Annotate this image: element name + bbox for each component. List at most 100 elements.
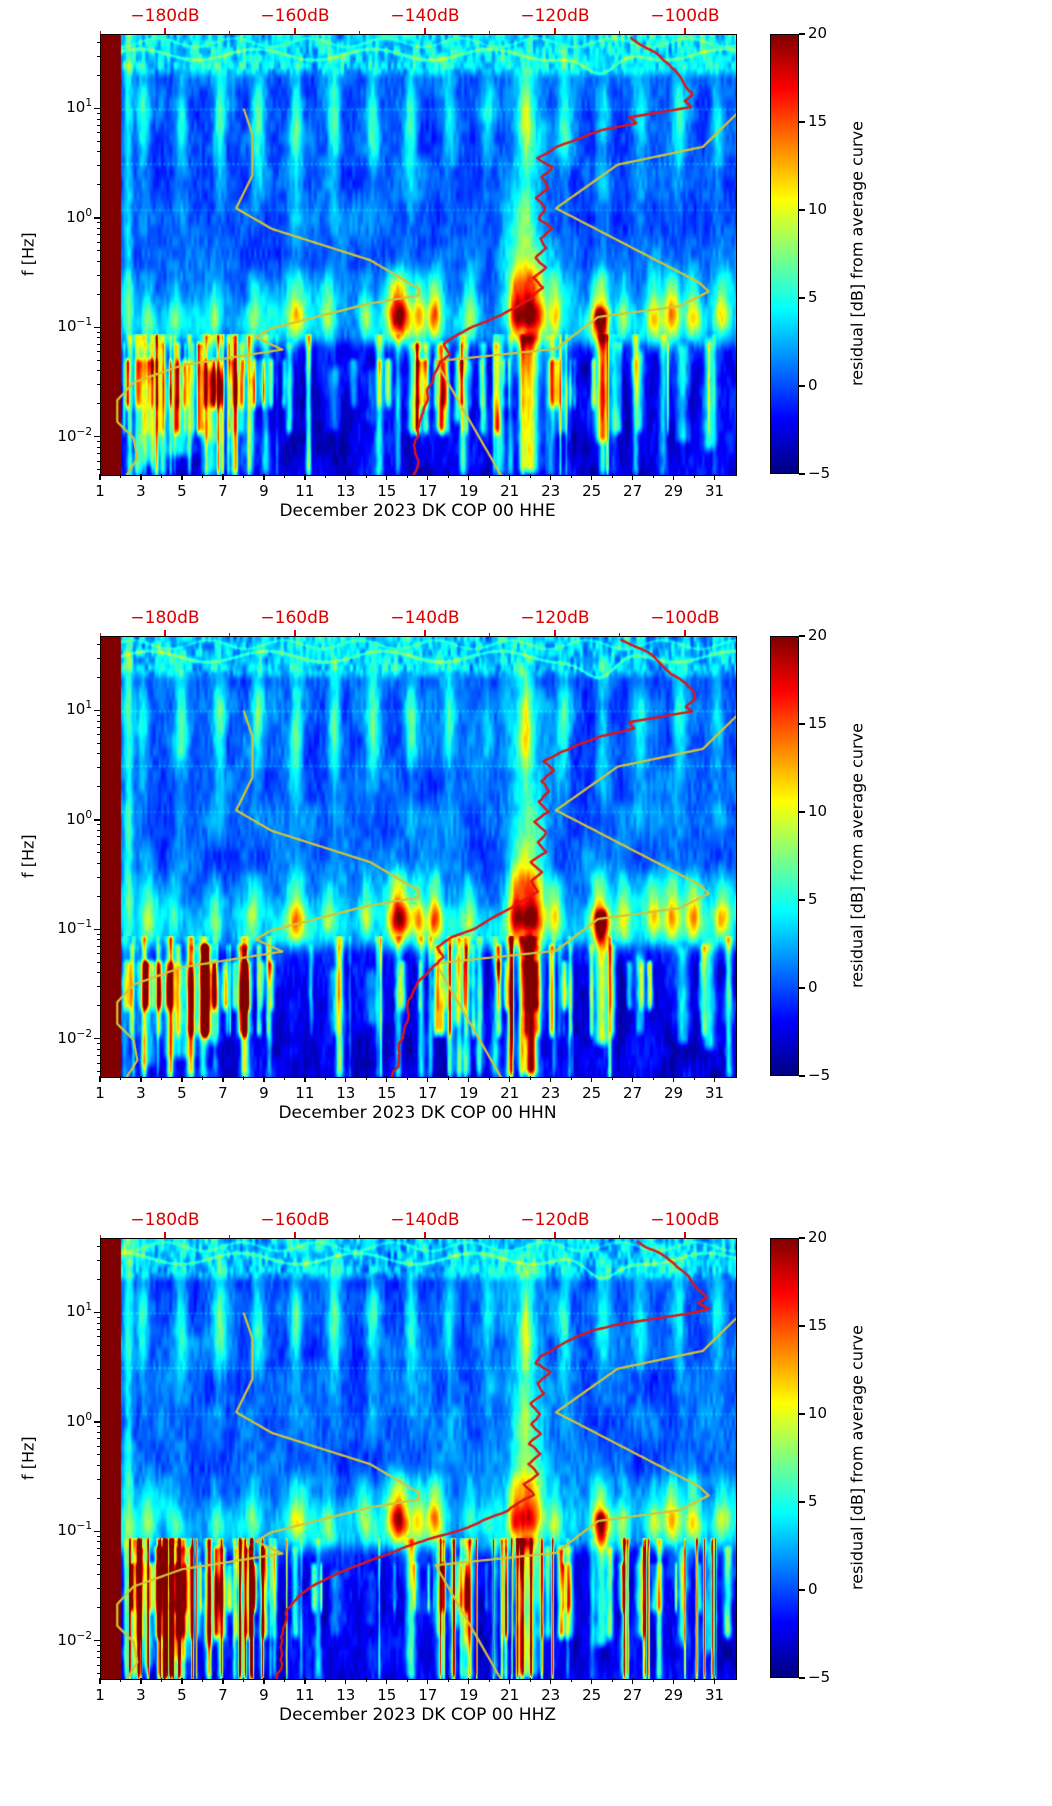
y-minor-tick: [96, 786, 100, 788]
colorbar-tick-label: 10: [808, 200, 828, 218]
axes-layer: 1 3 5 7 9 11 13 15 17 19 21 23 25 27 29 31 101 100 10−1 10−…: [0, 0, 1052, 602]
top-axis-label: −100dB: [650, 1210, 720, 1230]
x-tick: [304, 1076, 306, 1082]
colorbar-tick-label: 5: [808, 288, 818, 306]
x-tick-label: 25: [582, 1084, 602, 1102]
y-minor-tick: [96, 939, 100, 941]
colorbar: [770, 636, 799, 1076]
panel-title: December 2023 DK COP 00 HHE: [279, 501, 556, 521]
x-tick: [181, 474, 183, 480]
colorbar-tick: [799, 987, 805, 989]
y-minor-tick: [96, 453, 100, 455]
x-tick-label: 29: [664, 1686, 684, 1704]
x-tick: [631, 474, 634, 480]
colorbar: [770, 1238, 799, 1678]
y-minor-tick: [96, 644, 100, 646]
colorbar-tick: [799, 1589, 805, 1591]
x-tick: [99, 474, 101, 480]
x-tick-label: 15: [377, 1084, 397, 1102]
y-minor-tick: [96, 260, 100, 262]
x-minor-tick: [488, 474, 490, 478]
x-tick-label: 13: [336, 1686, 356, 1704]
y-minor-tick: [96, 1278, 100, 1280]
x-tick-label: 21: [500, 1686, 520, 1704]
colorbar-tick: [799, 723, 805, 725]
y-minor-tick: [96, 1541, 100, 1543]
x-tick: [427, 474, 429, 480]
y-tick: [94, 819, 100, 821]
top-minor-tick: [99, 1234, 101, 1238]
y-minor-tick: [96, 124, 100, 126]
x-tick-label: 7: [218, 1686, 228, 1704]
x-tick: [345, 1076, 347, 1082]
x-tick-label: 23: [541, 1084, 561, 1102]
y-minor-tick: [96, 337, 100, 339]
x-minor-tick: [652, 1678, 654, 1682]
top-minor-tick: [229, 30, 231, 34]
x-tick-label: 1: [95, 1084, 105, 1102]
x-tick: [140, 474, 142, 480]
x-tick: [222, 1678, 224, 1684]
x-tick-label: 11: [295, 1084, 315, 1102]
y-minor-tick: [96, 140, 100, 142]
x-minor-tick: [160, 1076, 162, 1080]
y-minor-tick: [96, 1048, 100, 1050]
x-tick-label: 3: [136, 1084, 146, 1102]
plot-area: [100, 1238, 737, 1680]
y-minor-tick: [96, 1464, 100, 1466]
x-tick: [590, 1678, 593, 1684]
y-minor-tick: [96, 714, 100, 716]
x-minor-tick: [693, 1678, 695, 1682]
plot-area: [100, 34, 737, 476]
y-minor-tick: [96, 986, 100, 988]
top-axis-label: −100dB: [650, 6, 720, 26]
top-tick: [294, 1232, 296, 1238]
colorbar-tick: [799, 635, 805, 637]
y-tick: [94, 1530, 100, 1533]
y-minor-tick: [96, 972, 100, 974]
top-axis-label: −160dB: [260, 1210, 330, 1230]
x-tick-label: 31: [704, 1686, 725, 1704]
colorbar-gradient: [771, 35, 798, 473]
axes-layer: 1 3 5 7 9 11 13 15 17 19 21 23 25 27 29 31 101 100 10−1 10−…: [0, 602, 1052, 1204]
x-tick-label: 17: [418, 482, 438, 500]
y-minor-tick: [96, 460, 100, 462]
top-axis-label: −100dB: [650, 608, 720, 628]
x-minor-tick: [570, 474, 572, 478]
y-minor-tick: [96, 876, 100, 878]
x-tick-label: 17: [418, 1084, 438, 1102]
top-minor-tick: [359, 30, 361, 34]
x-tick-label: 23: [541, 482, 561, 500]
x-tick-label: 9: [259, 1084, 269, 1102]
colorbar-gradient: [771, 1239, 798, 1677]
top-tick: [554, 630, 556, 636]
x-tick: [304, 1678, 306, 1684]
top-tick: [554, 28, 556, 34]
y-tick: [94, 217, 100, 219]
y-minor-tick: [96, 1607, 100, 1609]
x-tick: [263, 474, 265, 480]
x-tick: [590, 1076, 593, 1082]
x-minor-tick: [693, 1076, 695, 1080]
x-tick-label: 27: [623, 482, 643, 500]
y-tick: [94, 928, 100, 931]
x-minor-tick: [283, 1076, 285, 1080]
x-minor-tick: [693, 474, 695, 478]
y-tick: [94, 436, 100, 438]
y-minor-tick: [96, 241, 100, 243]
colorbar-tick-label: 20: [808, 626, 828, 644]
x-minor-tick: [324, 474, 326, 478]
x-tick-label: 3: [136, 482, 146, 500]
y-minor-tick: [96, 384, 100, 386]
y-minor-tick: [96, 1322, 100, 1324]
y-tick: [94, 1311, 100, 1314]
y-minor-tick: [96, 1445, 100, 1447]
y-minor-tick: [96, 184, 100, 186]
x-tick: [263, 1076, 265, 1082]
colorbar-tick: [799, 1501, 805, 1503]
y-minor-tick: [96, 1664, 100, 1666]
y-minor-tick: [96, 1336, 100, 1338]
spectrogram-panel-hhz: 1 3 5 7 9 11 13 15 17 19 21 23 25 27 29 31 101 100 10−1 10−…: [0, 1204, 1052, 1806]
x-tick-label: 9: [259, 482, 269, 500]
x-tick-label: 9: [259, 1686, 269, 1704]
